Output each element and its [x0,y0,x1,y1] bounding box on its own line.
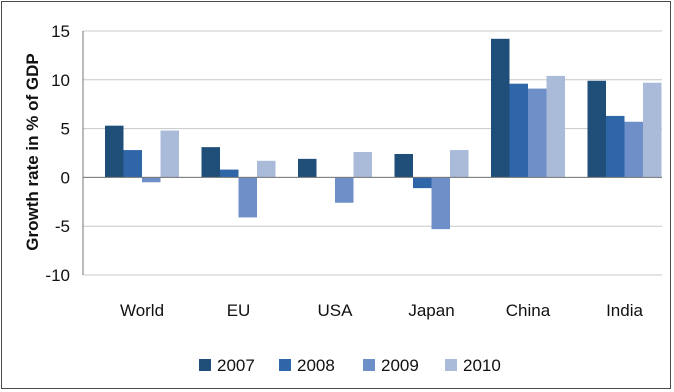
bar-india-2008 [606,115,625,178]
x-category-label: EU [227,301,251,320]
bar-usa-2007 [298,158,317,178]
bar-world-2009 [142,177,161,183]
bar-world-2008 [123,150,142,178]
legend-swatch-2008 [279,359,291,371]
bar-japan-2008 [413,177,432,189]
bar-eu-2009 [238,177,257,218]
x-category-label: Japan [408,301,454,320]
legend-swatch-2010 [445,359,457,371]
x-axis-categories: World EU USA Japan China India [120,301,644,320]
legend-label-2010: 2010 [463,356,501,375]
bar-usa-2010 [353,152,372,178]
bar-usa-2009 [335,177,354,203]
x-category-label: USA [318,301,354,320]
axes [82,31,662,275]
x-category-label: India [606,301,643,320]
bar-japan-2009 [431,177,450,230]
bar-china-2007 [491,38,510,178]
legend-label-2009: 2009 [381,356,419,375]
gridlines [83,30,662,276]
x-category-label: China [506,301,551,320]
bar-india-2007 [587,80,606,178]
bar-eu-2010 [257,160,276,178]
bar-eu-2007 [201,147,220,178]
legend-swatch-2009 [363,359,375,371]
bar-india-2009 [624,121,643,178]
legend-label-2008: 2008 [297,356,335,375]
y-axis-label: Growth rate in % of GDP [23,53,42,250]
bar-china-2009 [528,88,547,178]
y-tick-label: -5 [55,217,70,236]
y-tick-label: 15 [51,22,70,41]
bar-japan-2007 [394,153,413,178]
bars [105,38,662,230]
y-axis-ticks: 15 10 5 0 -5 -10 [45,22,70,285]
y-tick-label: 10 [51,71,70,90]
y-tick-label: 0 [61,168,70,187]
bar-world-2007 [105,125,124,178]
bar-eu-2008 [220,169,239,178]
bar-india-2010 [643,82,662,178]
y-tick-label: 5 [61,120,70,139]
bar-japan-2010 [450,150,469,178]
bar-china-2010 [546,75,565,178]
y-tick-label: -10 [45,266,70,285]
legend: 2007 2008 2009 2010 [199,356,501,375]
legend-label-2007: 2007 [217,356,255,375]
bar-world-2010 [160,130,179,178]
bar-china-2008 [509,83,528,178]
legend-swatch-2007 [199,359,211,371]
x-category-label: World [120,301,164,320]
